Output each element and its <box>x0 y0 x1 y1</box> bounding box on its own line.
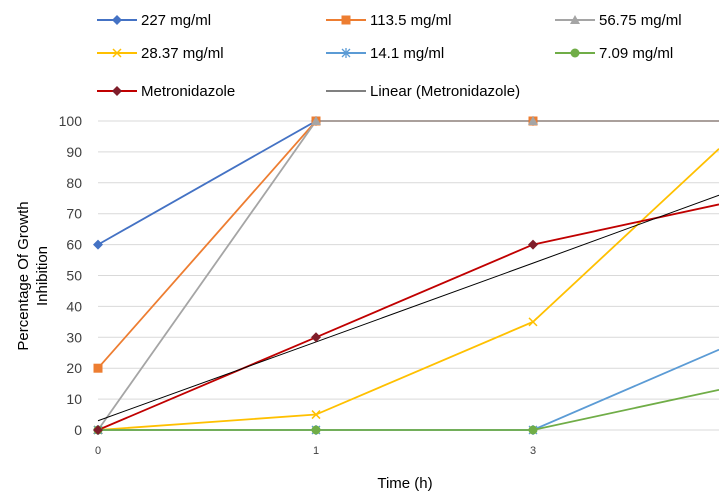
legend-marker <box>341 15 351 25</box>
y-tick-label: 20 <box>66 360 82 376</box>
data-point-28-37-mg-ml <box>311 410 321 420</box>
legend-label: 28.37 mg/ml <box>141 45 224 62</box>
legend-label: Linear (Metronidazole) <box>370 83 520 100</box>
y-axis-ticks: 0 10 20 30 40 50 60 70 80 90 100 <box>59 113 83 438</box>
y-tick-label: 30 <box>66 329 82 345</box>
x-tick-label: 3 <box>530 445 536 457</box>
y-tick-label: 40 <box>66 298 82 314</box>
gridlines <box>98 120 719 431</box>
y-tick-label: 70 <box>66 206 82 222</box>
legend-label: Metronidazole <box>141 83 235 100</box>
data-point-227-mg-ml <box>93 239 103 250</box>
legend-item-7-09-mg-ml: 7.09 mg/ml <box>555 45 673 62</box>
y-axis-title-line: Percentage Of Growth <box>15 201 32 350</box>
legend-marker <box>570 15 580 24</box>
data-point-7-09-mg-ml <box>528 425 538 435</box>
y-tick-label: 10 <box>66 391 82 407</box>
series-line-7-09-mg-ml <box>98 388 719 431</box>
data-point-56-75-mg-ml <box>311 116 321 125</box>
data-point-metronidazole <box>93 425 103 435</box>
legend-label: 113.5 mg/ml <box>370 12 451 29</box>
data-point-7-09-mg-ml <box>311 425 321 435</box>
legend-label: 56.75 mg/ml <box>599 12 682 29</box>
legend-item-metronidazole: Metronidazole <box>97 83 235 100</box>
y-axis-title-line: Inhibition <box>34 246 51 306</box>
series-line-56-75-mg-ml <box>97 120 719 431</box>
legend-item-113-5-mg-ml: 113.5 mg/ml <box>326 12 451 29</box>
data-point-56-75-mg-ml <box>528 116 538 125</box>
x-axis-title: Time (h) <box>377 475 432 492</box>
data-point-metronidazole <box>528 239 538 250</box>
legend-item-227-mg-ml: 227 mg/ml <box>97 12 211 29</box>
legend-item-56-75-mg-ml: 56.75 mg/ml <box>555 12 682 29</box>
y-tick-label: 60 <box>66 237 82 253</box>
series-markers <box>93 116 538 435</box>
y-tick-label: 80 <box>66 175 82 191</box>
legend: 227 mg/ml 113.5 mg/ml 56.75 mg/ml 28.37 mg/… <box>97 12 682 100</box>
legend-item-28-37-mg-ml: 28.37 mg/ml <box>97 45 224 62</box>
y-axis-title: Percentage Of Growth Inhibition <box>15 201 51 350</box>
series-line-28-37-mg-ml <box>97 148 719 431</box>
legend-marker <box>570 48 580 58</box>
series-lines <box>97 120 719 431</box>
legend-label: 7.09 mg/ml <box>599 45 673 62</box>
legend-item-14-1-mg-ml: 14.1 mg/ml <box>326 45 444 62</box>
legend-marker <box>112 48 122 58</box>
data-point-113-5-mg-ml <box>93 363 103 373</box>
legend-marker <box>341 48 351 58</box>
data-point-28-37-mg-ml <box>528 317 538 327</box>
legend-item-linear-metronidazole: Linear (Metronidazole) <box>326 83 520 100</box>
legend-marker <box>112 15 122 25</box>
y-tick-label: 90 <box>66 144 82 160</box>
series-line-linear-metronidazole <box>97 194 719 422</box>
legend-label: 14.1 mg/ml <box>370 45 444 62</box>
y-tick-label: 100 <box>59 113 83 129</box>
legend-label: 227 mg/ml <box>141 12 211 29</box>
series-line-metronidazole <box>97 203 719 431</box>
x-tick-label: 0 <box>95 445 101 457</box>
legend-marker <box>112 86 122 96</box>
x-tick-label: 1 <box>313 445 319 457</box>
data-point-metronidazole <box>311 332 321 343</box>
y-tick-label: 50 <box>66 268 82 284</box>
x-axis-ticks: 0 1 3 <box>95 445 536 457</box>
y-tick-label: 0 <box>74 422 82 438</box>
